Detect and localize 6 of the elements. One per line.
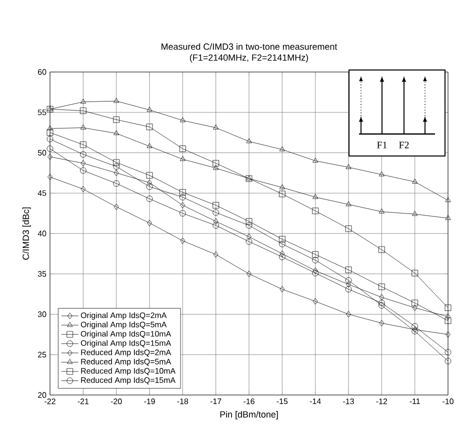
chart-subtitle: (F1=2140MHz, F2=2141MHz) (190, 54, 308, 63)
annotation: F2 (399, 142, 409, 148)
annotation: F1 (377, 142, 387, 148)
x-axis-title: Pin [dBm/tone] (220, 411, 278, 420)
y-axis-title: C/IMD3 [dBc] (22, 207, 31, 260)
chart-title: Measured C/IMD3 in two-tone measurement (162, 43, 338, 50)
